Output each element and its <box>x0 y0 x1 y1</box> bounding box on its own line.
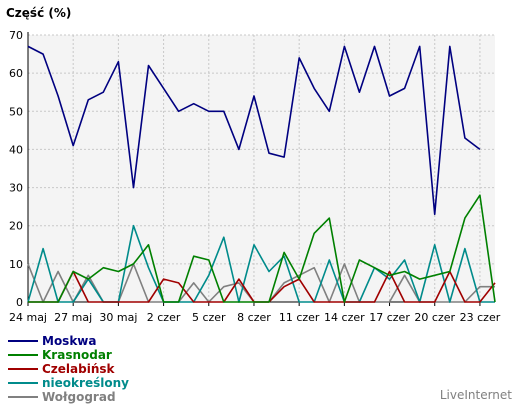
legend-label: Krasnodar <box>42 348 112 362</box>
x-tick-label: 11 czer <box>279 311 320 324</box>
legend-item: Wołgograd <box>8 390 129 404</box>
legend-label: nieokreślony <box>42 376 129 390</box>
y-tick-label: 60 <box>9 67 23 80</box>
legend-swatch <box>8 382 38 384</box>
x-tick-label: 2 czer <box>147 311 181 324</box>
y-tick-label: 50 <box>9 105 23 118</box>
y-tick-label: 70 <box>9 29 23 42</box>
y-tick-label: 20 <box>9 220 23 233</box>
legend-swatch <box>8 368 38 370</box>
legend-item: Moskwa <box>8 334 129 348</box>
legend-label: Moskwa <box>42 334 97 348</box>
x-tick-label: 30 maj <box>99 311 137 324</box>
x-tick-label: 27 maj <box>54 311 92 324</box>
plot-area: 0 10 20 30 40 50 60 70 24 maj 27 maj 30 maj 2 czer 5… <box>9 29 501 324</box>
x-tick-label: 14 czer <box>324 311 365 324</box>
y-tick-label: 40 <box>9 143 23 156</box>
legend: Moskwa Krasnodar Czelabińsk nieokreślony Woł… <box>8 334 129 404</box>
legend-item: nieokreślony <box>8 376 129 390</box>
legend-item: Krasnodar <box>8 348 129 362</box>
legend-swatch <box>8 354 38 356</box>
brand-label: LiveInternet <box>439 388 512 402</box>
x-tick-label: 23 czer <box>460 311 501 324</box>
x-tick-label: 8 czer <box>237 311 271 324</box>
series-line-Moskwa <box>27 45 481 216</box>
y-tick-label: 10 <box>9 258 23 271</box>
legend-swatch <box>8 340 38 342</box>
legend-swatch <box>8 396 38 398</box>
x-tick-label: 5 czer <box>192 311 226 324</box>
y-tick-label: 30 <box>9 182 23 195</box>
y-axis-label: Część (%) <box>6 6 71 20</box>
x-tick-label: 17 czer <box>369 311 410 324</box>
legend-label: Czelabińsk <box>42 362 115 376</box>
y-tick-label: 0 <box>16 296 23 309</box>
x-tick-label: 20 czer <box>414 311 455 324</box>
legend-item: Czelabińsk <box>8 362 129 376</box>
plot-background <box>28 35 495 302</box>
series-line-Krasnodar <box>28 194 496 303</box>
x-tick-label: 24 maj <box>9 311 47 324</box>
legend-label: Wołgograd <box>42 390 116 404</box>
